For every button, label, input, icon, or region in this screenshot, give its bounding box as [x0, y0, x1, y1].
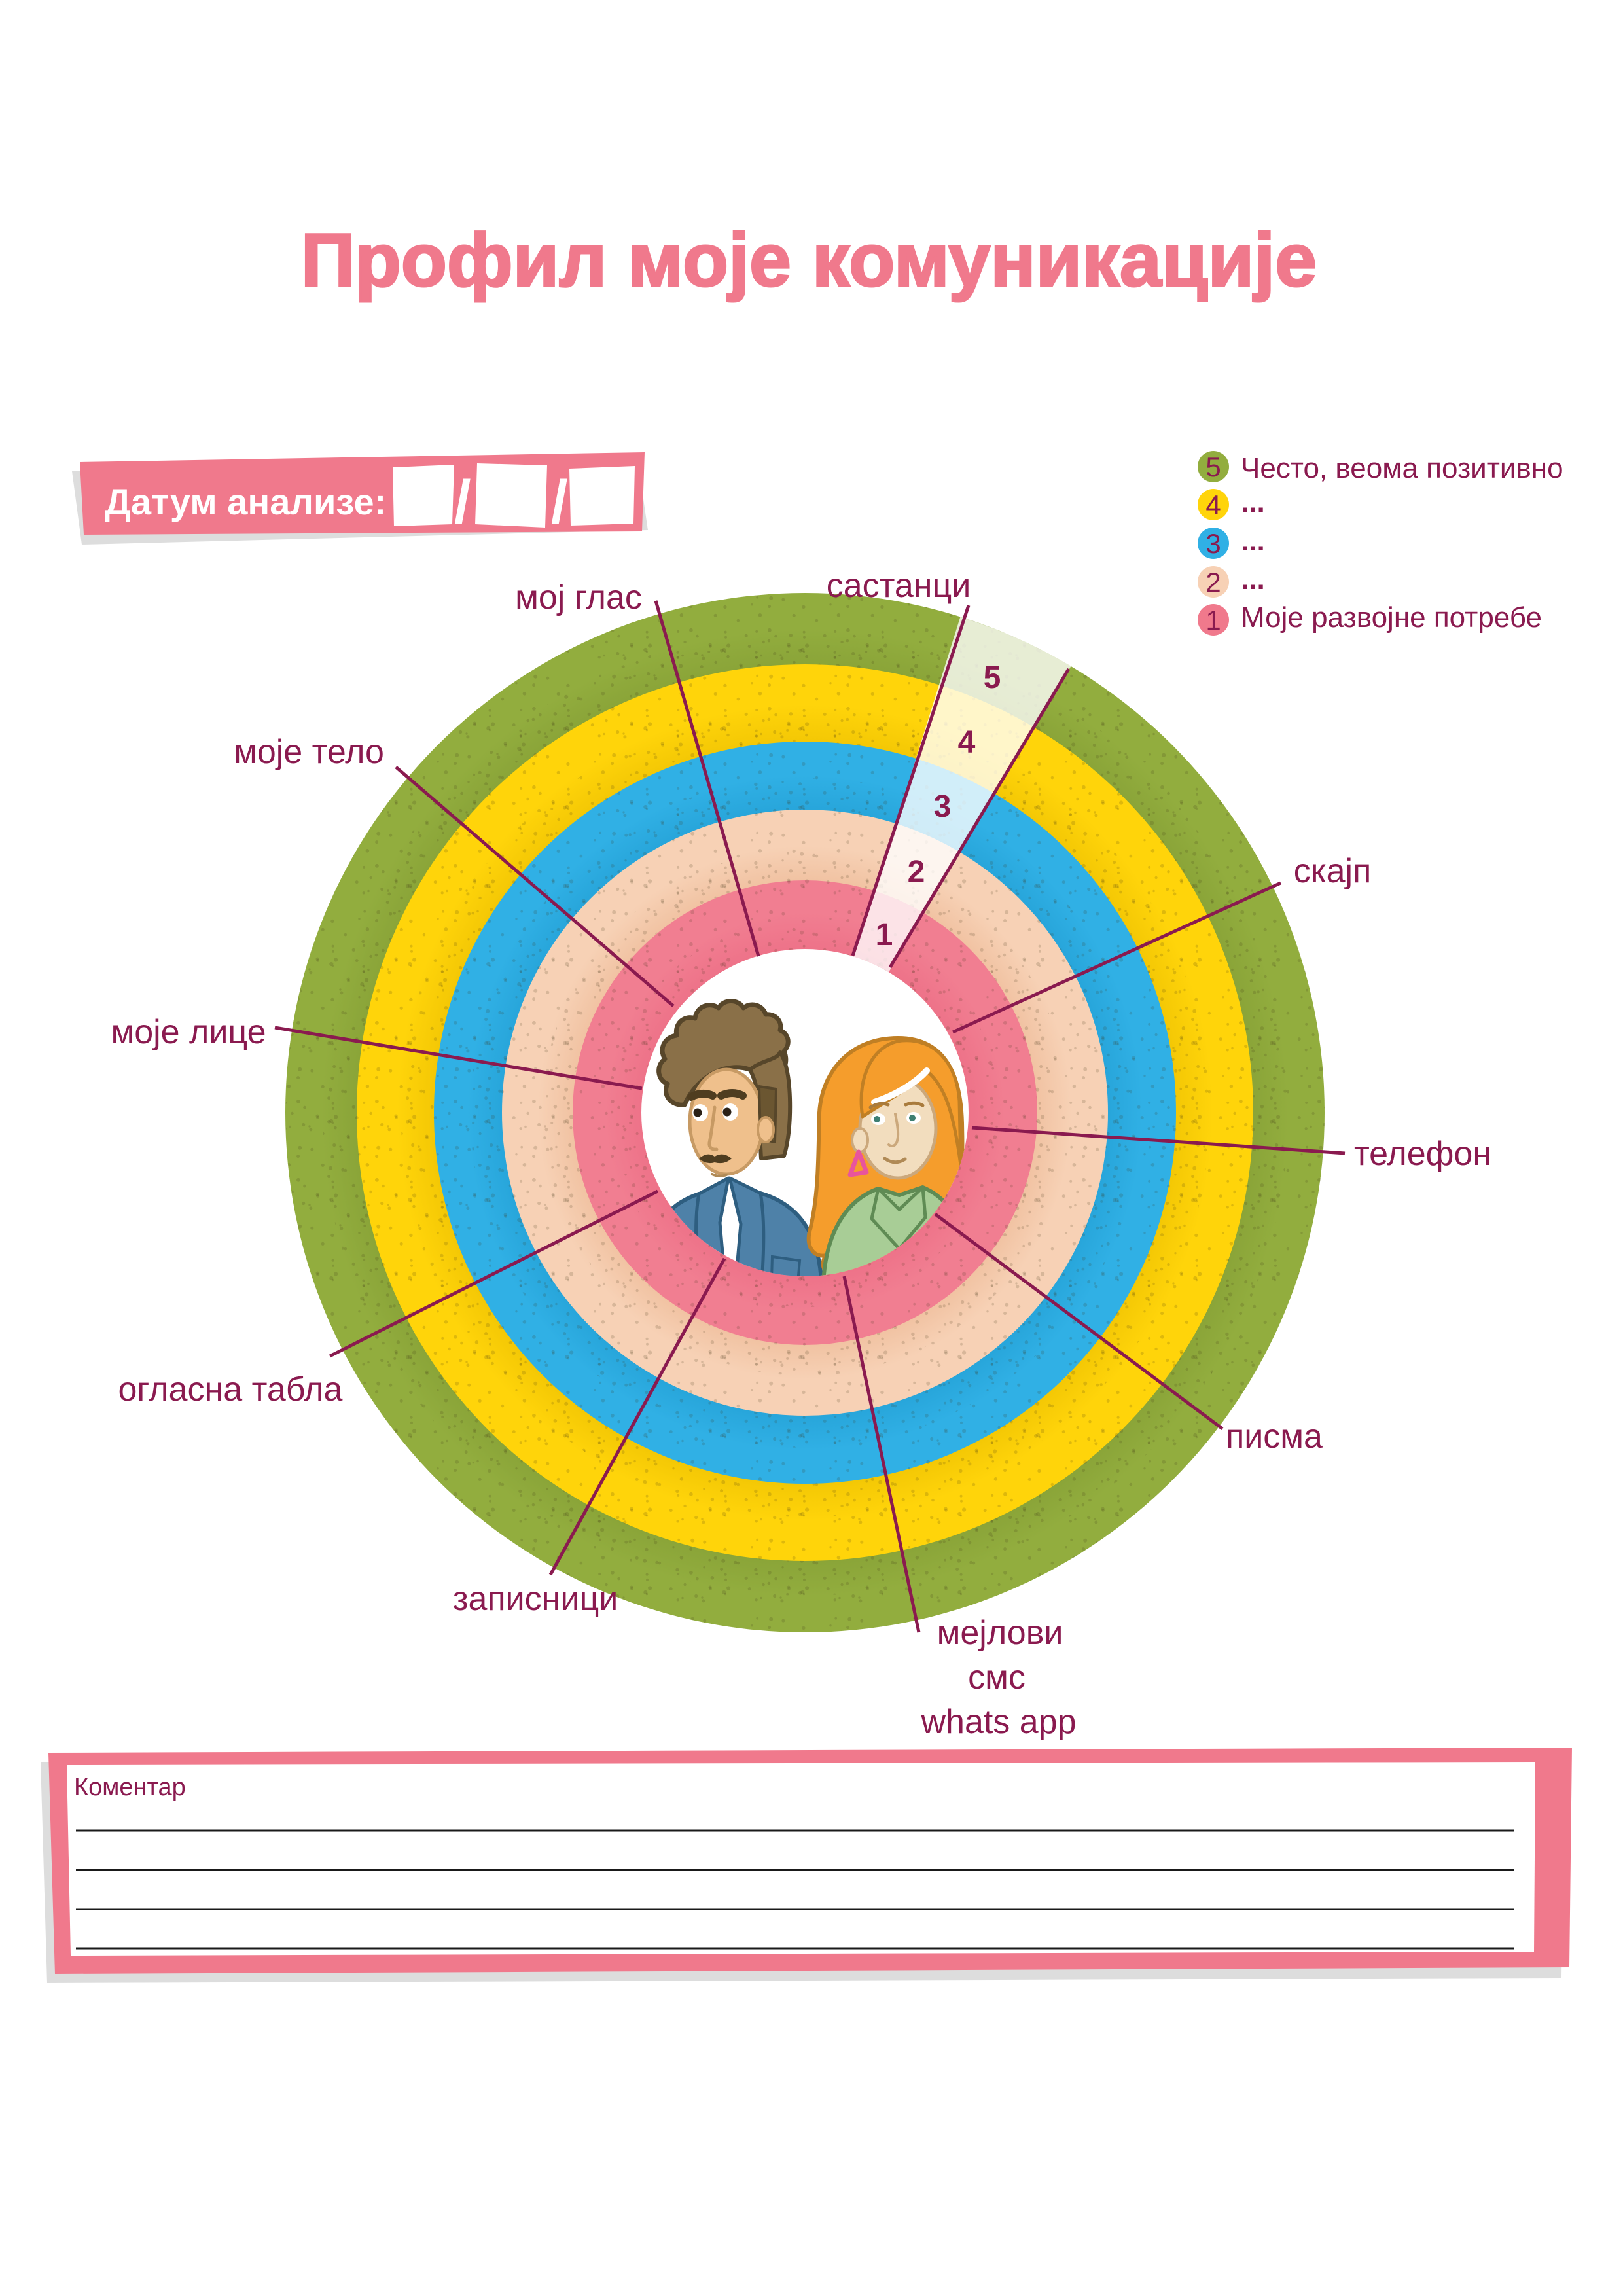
svg-text:писма: писма: [1226, 1418, 1323, 1456]
svg-text:...: ...: [1241, 486, 1265, 518]
svg-text:4: 4: [1205, 490, 1221, 520]
svg-text:моје лице: моје лице: [111, 1013, 266, 1051]
svg-text:2: 2: [1205, 567, 1221, 598]
svg-text:/: /: [551, 469, 568, 535]
svg-text:2: 2: [908, 855, 925, 889]
svg-text:Често, веома позитивно: Често, веома позитивно: [1241, 452, 1563, 484]
svg-text:моје тело: моје тело: [234, 733, 384, 771]
svg-text:Моје развојне потребе: Моје развојне потребе: [1241, 601, 1542, 634]
svg-text:скајп: скајп: [1294, 852, 1372, 890]
svg-text:whats app: whats app: [920, 1703, 1076, 1741]
svg-text:мој глас: мој глас: [515, 579, 642, 617]
svg-text:5: 5: [1205, 452, 1221, 482]
svg-text:1: 1: [1205, 605, 1221, 636]
svg-text:4: 4: [958, 725, 976, 760]
svg-text:1: 1: [876, 918, 893, 952]
svg-text:телефон: телефон: [1354, 1135, 1491, 1173]
svg-text:састанци: састанци: [827, 567, 971, 605]
svg-text:огласна табла: огласна табла: [118, 1371, 343, 1408]
svg-text:...: ...: [1241, 564, 1265, 596]
svg-text:Коментар: Коментар: [74, 1774, 186, 1801]
svg-text:/: /: [454, 469, 471, 535]
svg-text:3: 3: [1205, 528, 1221, 559]
svg-text:мејлови: мејлови: [937, 1614, 1063, 1652]
svg-text:...: ...: [1241, 525, 1265, 557]
svg-text:5: 5: [984, 660, 1001, 695]
svg-text:Датум анализе:: Датум анализе:: [105, 481, 386, 522]
svg-text:Профил моје комуникације: Профил моје комуникације: [301, 219, 1317, 302]
svg-text:записници: записници: [453, 1580, 618, 1618]
svg-text:3: 3: [934, 789, 952, 824]
svg-text:смс: смс: [968, 1659, 1026, 1696]
